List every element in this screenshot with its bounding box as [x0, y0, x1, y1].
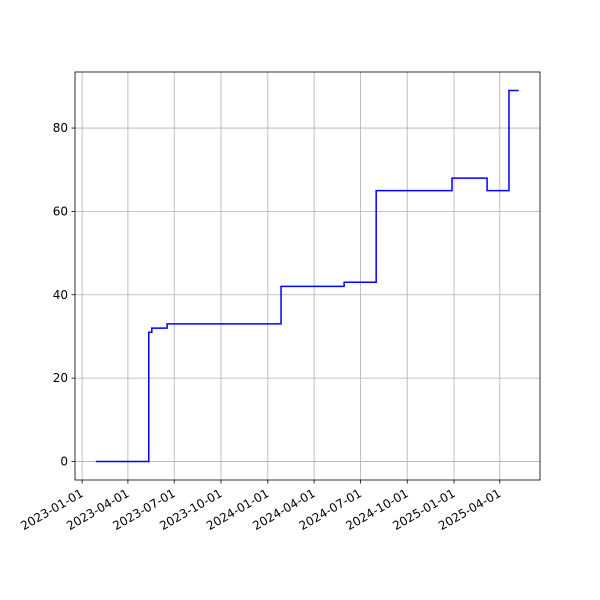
- y-tick-label: 40: [53, 288, 68, 302]
- y-tick-label: 60: [53, 204, 68, 218]
- y-tick-label: 0: [60, 454, 68, 468]
- plot-frame: [74, 71, 541, 481]
- data-line: [95, 89, 519, 463]
- y-tick-label: 20: [53, 371, 68, 385]
- y-tick-label: 80: [53, 121, 68, 135]
